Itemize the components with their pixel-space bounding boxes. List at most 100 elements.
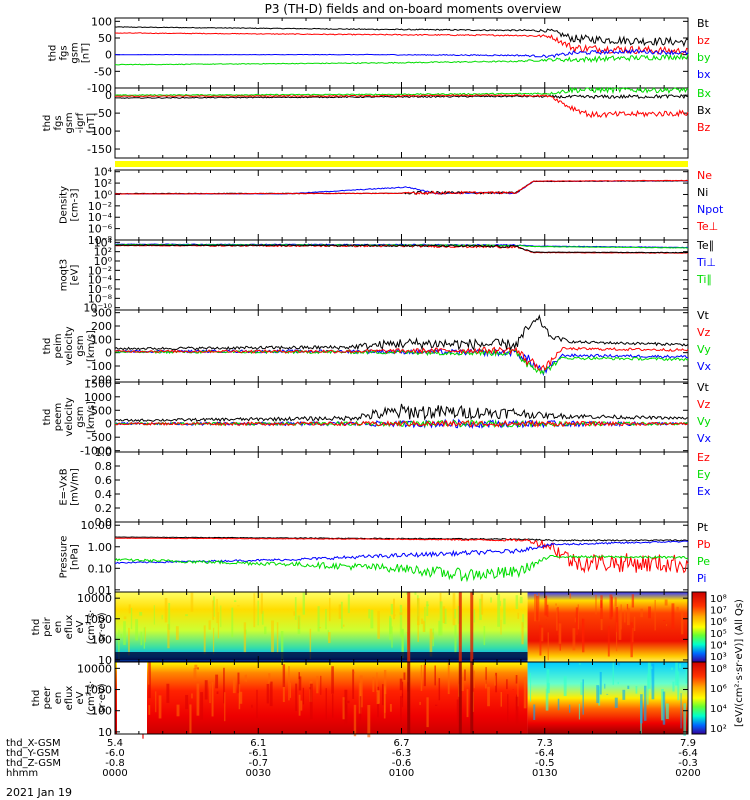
y-tick-label: 0.6: [95, 474, 113, 487]
spectrogram-streak: [651, 663, 655, 700]
spectrogram-streak: [367, 704, 371, 738]
y-tick-label: 10⁰: [94, 255, 113, 268]
y-axis-label: gsm: [64, 112, 75, 133]
panel-frame: [114, 239, 689, 311]
spectrogram-streak: [432, 628, 435, 647]
spectrogram-streak: [168, 603, 171, 630]
spectrogram-streak: [216, 691, 219, 694]
y-axis-label: peir: [42, 616, 53, 636]
y-axis-label: fgs: [53, 115, 64, 130]
spectrogram-feature: [470, 592, 474, 662]
footer-tick-value: -6.0: [105, 748, 125, 759]
spectrogram-streak: [196, 683, 200, 716]
spectrogram-streak: [500, 619, 502, 635]
spectrogram-feature: [458, 592, 462, 662]
footer-row-label: thd_Y-GSM: [6, 748, 59, 759]
spectrogram-streak: [677, 671, 680, 701]
footer-tick-value: -6.4: [535, 748, 555, 759]
y-tick-label: -100: [87, 82, 112, 95]
spectrogram-streak: [500, 691, 503, 707]
spectrogram-streak: [251, 704, 253, 708]
y-axis-label: [nPa]: [70, 544, 81, 570]
y-axis-label: eflux: [64, 615, 75, 640]
spectrogram-streak: [644, 685, 647, 721]
y-axis-label: [km/s]: [86, 330, 97, 362]
spectrogram-streak: [444, 608, 447, 624]
spectrogram-streak: [515, 696, 519, 726]
spectrogram-streak: [298, 694, 301, 716]
spectrogram-streak: [392, 598, 395, 620]
spectrogram-streak: [257, 600, 259, 626]
spectrogram-streak: [370, 609, 374, 629]
footer-tick-value: 5.4: [107, 738, 123, 749]
spectrogram-streak: [626, 608, 630, 626]
colorbar-tick: 10³: [710, 652, 727, 663]
spectrogram-streak: [558, 623, 562, 644]
y-tick-label: 1000: [84, 684, 112, 697]
y-tick-label: 0: [105, 89, 112, 102]
legend-entry: Pt: [697, 521, 709, 534]
spectrogram-streak: [346, 704, 348, 723]
spectrogram-streak: [223, 667, 225, 704]
spectrogram-streak: [439, 592, 442, 609]
y-axis-label: thd: [31, 619, 42, 636]
series-pe: [114, 554, 689, 583]
spectrogram-streak: [353, 704, 357, 737]
spectrogram-streak: [130, 607, 133, 630]
spectrogram-streak: [237, 605, 240, 607]
colorbar-electron: [691, 661, 707, 735]
y-axis-label: thd: [42, 115, 53, 132]
y-axis-label: [nT]: [81, 43, 92, 63]
spectrogram-streak: [522, 614, 524, 628]
colorbar-tick: 10⁷: [710, 606, 727, 617]
colorbar-tick: 10⁶: [710, 684, 727, 695]
y-axis-label: [mV/m]: [70, 468, 81, 506]
spectrogram-streak: [595, 594, 597, 615]
colorbars: 10⁸10⁷10⁶10⁵10⁴10³10⁸10⁶10⁴10²[eV/(cm²·s…: [691, 591, 745, 735]
spectrogram-streak: [670, 667, 674, 671]
y-axis-label: gsm: [75, 335, 86, 356]
spectrogram-streak: [316, 675, 319, 694]
spectrogram-streak: [539, 625, 542, 656]
spectrogram-streak: [256, 689, 258, 719]
spectrogram-streak: [676, 606, 679, 613]
y-axis-label: [nT]: [86, 113, 97, 133]
spectrogram-streak: [297, 616, 300, 630]
footer-tick-value: 0100: [389, 768, 414, 779]
spectrogram-streak: [143, 627, 145, 649]
spectrogram-streak: [679, 663, 682, 669]
spectrogram-streak: [319, 627, 321, 629]
y-axis-label: peem: [53, 403, 64, 431]
spectrogram-streak: [190, 592, 194, 612]
spectrogram-streak: [224, 692, 226, 722]
spectrogram-streak: [325, 609, 327, 630]
footer-tick-value: 7.9: [680, 738, 696, 749]
y-tick-label: -200: [87, 373, 112, 386]
spectrogram-streak: [347, 700, 350, 704]
y-tick-label: 100: [91, 333, 112, 346]
spectrogram-streak: [480, 594, 484, 615]
y-tick-label: 10⁻⁶: [88, 223, 113, 236]
spectrogram-streak: [261, 610, 264, 625]
footer-tick-value: 0030: [246, 768, 271, 779]
spectrogram-streak: [140, 631, 143, 646]
spectrogram-streak: [368, 609, 370, 619]
spectrogram-streak: [128, 604, 131, 614]
y-tick-label: -1000: [80, 445, 112, 458]
panel-2: [115, 161, 688, 167]
spectrogram-streak: [288, 666, 290, 701]
spectrogram-streak: [479, 598, 482, 621]
spectrogram-streak: [309, 683, 313, 720]
spectrogram-streak: [569, 593, 572, 599]
footer-row-label: thd_Z-GSM: [6, 758, 61, 769]
series-npot: [114, 180, 688, 195]
y-axis-label: eflux: [64, 686, 75, 711]
y-tick-label: 100: [91, 15, 112, 28]
y-axis-label: gsm: [70, 42, 81, 63]
spectrogram-streak: [423, 664, 426, 687]
spectrogram-streak: [420, 665, 423, 691]
spectrogram-streak: [424, 606, 426, 632]
spectrogram-streak: [282, 664, 286, 688]
spectrogram-streak: [515, 675, 518, 684]
